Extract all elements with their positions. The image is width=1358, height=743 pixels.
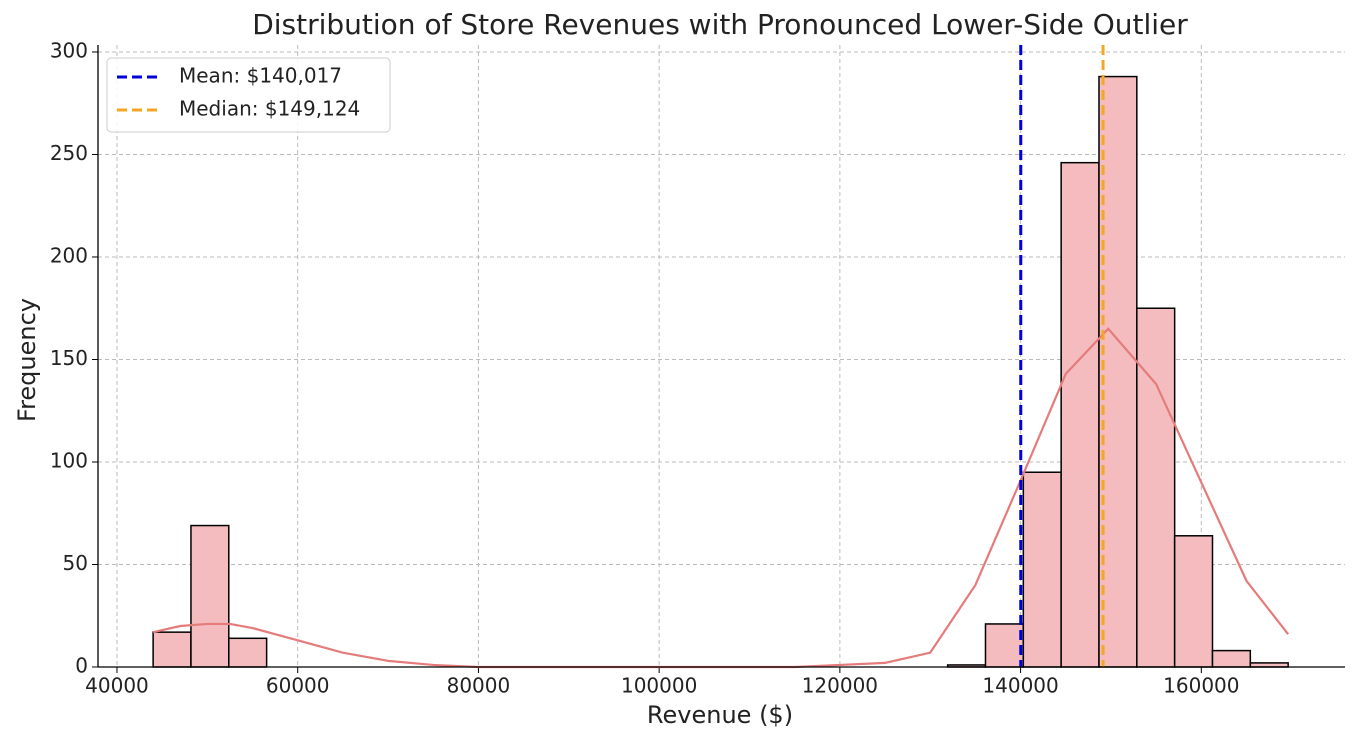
x-tick-label: 100000 bbox=[621, 674, 697, 698]
y-tick-label: 250 bbox=[50, 141, 88, 165]
bar bbox=[1022, 471, 1062, 668]
y-axis-label: Frequency bbox=[13, 298, 41, 422]
y-tick-label: 300 bbox=[50, 38, 88, 62]
x-axis-label: Revenue ($) bbox=[647, 701, 793, 729]
x-tick-label: 160000 bbox=[1163, 674, 1239, 698]
y-tick-label: 200 bbox=[50, 243, 88, 267]
legend-box bbox=[106, 57, 391, 133]
x-tick-label: 40000 bbox=[85, 674, 149, 698]
y-tick-label: 150 bbox=[50, 346, 88, 370]
chart-title: Distribution of Store Revenues with Pron… bbox=[252, 8, 1188, 41]
bar bbox=[1173, 535, 1214, 668]
bar bbox=[190, 524, 230, 668]
y-tick-label: 0 bbox=[75, 654, 88, 678]
x-tick-label: 80000 bbox=[447, 674, 511, 698]
x-tick-label: 60000 bbox=[266, 674, 330, 698]
y-tick-label: 50 bbox=[63, 551, 88, 575]
bar bbox=[1098, 75, 1138, 668]
legend-label: Median: $149,124 bbox=[179, 97, 360, 121]
y-tick-label: 100 bbox=[50, 448, 88, 472]
bar bbox=[1136, 307, 1176, 668]
x-tick-label: 120000 bbox=[802, 674, 878, 698]
bar bbox=[1211, 649, 1252, 668]
bar bbox=[228, 637, 268, 668]
bar bbox=[984, 623, 1025, 668]
bar bbox=[152, 631, 192, 668]
x-tick-label: 140000 bbox=[982, 674, 1058, 698]
legend-label: Mean: $140,017 bbox=[179, 64, 342, 88]
bar bbox=[1060, 161, 1100, 668]
legend: Mean: $140,017 Median: $149,124 bbox=[106, 57, 391, 133]
